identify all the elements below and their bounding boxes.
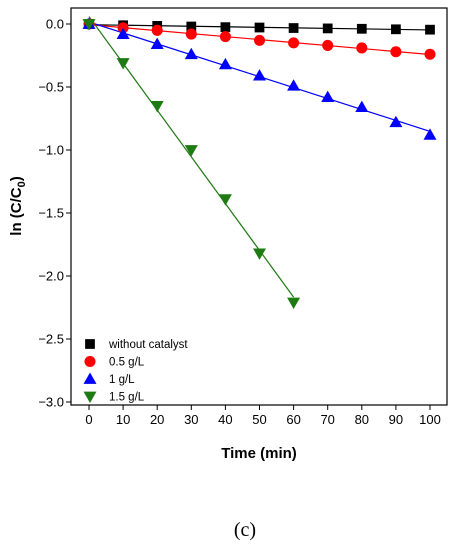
y-tick-label: −1.0 xyxy=(38,143,64,158)
y-axis-title: ln (C/C0) xyxy=(8,176,28,235)
data-point xyxy=(321,91,334,102)
data-point xyxy=(220,31,231,42)
y-tick-label: −0.5 xyxy=(38,80,64,95)
data-point xyxy=(288,37,299,48)
data-point xyxy=(356,42,367,53)
x-tick-label: 0 xyxy=(85,412,92,427)
y-axis-title-end: ) xyxy=(8,176,25,181)
y-tick-label: −3.0 xyxy=(38,395,64,410)
y-axis-ticks: 0.0 −0.5 −1.0 −1.5 −2.0 −2.5 −3.0 xyxy=(38,17,71,410)
data-point xyxy=(357,24,367,34)
x-tick-label: 60 xyxy=(286,412,300,427)
data-point xyxy=(186,29,197,40)
data-point xyxy=(117,58,130,69)
data-point xyxy=(391,24,401,34)
x-axis-title: Time (min) xyxy=(221,445,297,462)
legend-marker xyxy=(84,392,97,403)
data-point xyxy=(219,58,232,69)
x-tick-label: 80 xyxy=(355,412,369,427)
legend-marker xyxy=(84,373,97,384)
data-point xyxy=(221,22,231,32)
x-tick-label: 20 xyxy=(150,412,164,427)
data-point xyxy=(322,40,333,51)
data-point xyxy=(323,24,333,34)
x-tick-label: 50 xyxy=(252,412,266,427)
x-tick-label: 30 xyxy=(184,412,198,427)
data-point xyxy=(152,25,163,36)
legend-label: without catalyst xyxy=(108,339,188,351)
y-tick-label: −2.5 xyxy=(38,332,64,347)
figure-caption: (c) xyxy=(234,519,256,541)
data-point xyxy=(219,194,232,205)
data-point xyxy=(254,35,265,46)
x-tick-label: 40 xyxy=(218,412,232,427)
legend-label: 0.5 g/L xyxy=(109,357,145,369)
data-point xyxy=(253,248,266,259)
data-point xyxy=(287,298,300,309)
data-point xyxy=(151,101,164,112)
x-tick-label: 90 xyxy=(389,412,403,427)
y-tick-label: −1.5 xyxy=(38,206,64,221)
x-tick-label: 100 xyxy=(419,412,441,427)
y-axis-title-main: ln (C/C xyxy=(8,187,25,235)
y-tick-label: −2.0 xyxy=(38,269,64,284)
data-point xyxy=(425,25,435,35)
x-axis-ticks: 0 10 20 30 40 50 60 70 80 90 100 xyxy=(85,405,440,427)
data-point xyxy=(289,23,299,33)
x-tick-label: 70 xyxy=(320,412,334,427)
data-point xyxy=(390,46,401,57)
data-point xyxy=(287,79,300,90)
legend-marker xyxy=(85,339,95,349)
x-tick-label: 10 xyxy=(116,412,130,427)
data-point xyxy=(355,101,368,112)
legend-label: 1.5 g/L xyxy=(109,392,145,404)
data-point xyxy=(255,23,265,33)
data-points xyxy=(83,18,437,309)
legend-marker xyxy=(84,356,95,367)
legend-label: 1 g/L xyxy=(109,374,135,386)
data-point xyxy=(151,38,164,49)
y-tick-label: 0.0 xyxy=(46,17,64,32)
data-point xyxy=(424,49,435,60)
legend: without catalyst 0.5 g/L 1 g/L 1.5 g/L xyxy=(84,339,189,404)
